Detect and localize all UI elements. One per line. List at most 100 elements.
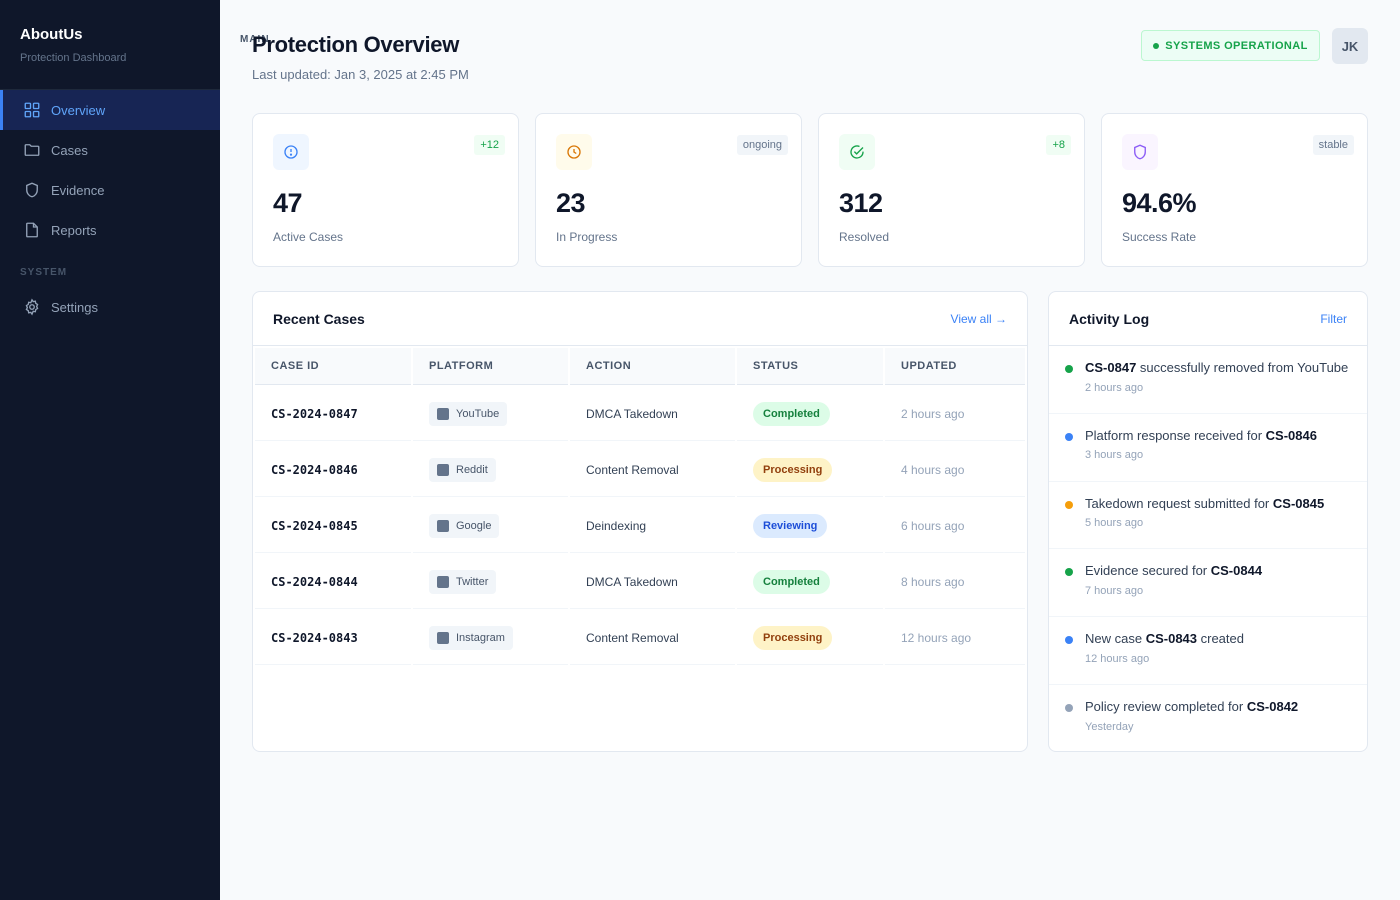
table-row[interactable]: CS-2024-0846 Reddit Content Removal Proc… — [255, 443, 1025, 497]
last-updated: Last updated: Jan 3, 2025 at 2:45 PM — [252, 67, 469, 82]
platform-icon — [437, 519, 449, 532]
avatar[interactable]: JK — [1332, 28, 1368, 64]
sidebar-item-reports[interactable]: Reports — [0, 210, 220, 250]
shield-icon — [23, 181, 41, 199]
status-pill: Processing — [753, 625, 833, 650]
recent-cases-title: Recent Cases — [273, 310, 365, 327]
case-id: CS-2024-0845 — [255, 499, 411, 553]
platform-icon — [437, 407, 449, 420]
table-header-row: CASE ID PLATFORM ACTION STATUS UPDATED — [255, 348, 1025, 385]
activity-item[interactable]: Platform response received for CS-0846 3… — [1049, 414, 1367, 482]
recent-cases-header: Recent Cases View all → — [253, 292, 1027, 346]
activity-dot-icon — [1065, 636, 1073, 645]
main-content: Protection Overview Last updated: Jan 3,… — [220, 0, 1400, 900]
activity-text: CS-0847 successfully removed from YouTub… — [1085, 360, 1349, 375]
brand-name: AboutUs — [20, 26, 83, 43]
activity-log-header: Activity Log Filter — [1049, 292, 1367, 346]
case-updated: 2 hours ago — [885, 387, 1025, 441]
col-action[interactable]: ACTION — [570, 348, 735, 385]
stat-card-active-cases: +12 47 Active Cases — [252, 113, 519, 267]
table-row[interactable]: CS-2024-0845 Google Deindexing Reviewing… — [255, 499, 1025, 553]
stat-label: Resolved — [839, 230, 890, 244]
status-pill: Completed — [753, 569, 830, 594]
platform-icon — [437, 463, 449, 476]
sidebar-item-label: Cases — [51, 142, 88, 158]
activity-text: New case CS-0843 created — [1085, 631, 1244, 647]
activity-dot-icon — [1065, 703, 1073, 712]
activity-item[interactable]: New case CS-0843 created 12 hours ago — [1049, 617, 1367, 685]
alert-circle-icon — [273, 134, 309, 170]
sidebar-item-evidence[interactable]: Evidence — [0, 170, 220, 210]
activity-time: 12 hours ago — [1085, 652, 1150, 665]
stat-value: 23 — [556, 188, 586, 218]
col-status[interactable]: STATUS — [737, 348, 883, 385]
table-row[interactable]: CS-2024-0847 YouTube DMCA Takedown Compl… — [255, 387, 1025, 441]
stat-tag: +12 — [474, 135, 505, 155]
sidebar-item-label: Evidence — [51, 182, 105, 198]
stat-card-resolved: +8 312 Resolved — [818, 113, 1085, 267]
activity-item[interactable]: Evidence secured for CS-0844 7 hours ago — [1049, 549, 1367, 618]
col-case-id[interactable]: CASE ID — [255, 348, 411, 385]
page-title: Protection Overview — [252, 32, 460, 57]
stat-card-success-rate: stable 94.6% Success Rate — [1101, 113, 1368, 267]
filter-link[interactable]: Filter — [1320, 311, 1347, 326]
activity-item[interactable]: Policy review completed for CS-0842 Yest… — [1049, 685, 1367, 751]
gear-icon — [23, 298, 41, 316]
document-icon — [23, 221, 41, 239]
stat-value: 94.6% — [1122, 188, 1197, 218]
check-circle-icon — [839, 134, 875, 170]
activity-time: 7 hours ago — [1085, 584, 1144, 597]
recent-cases-panel: Recent Cases View all → CASE ID PLATFORM… — [252, 291, 1028, 752]
stat-value: 312 — [839, 188, 883, 218]
case-updated: 6 hours ago — [885, 499, 1025, 553]
case-updated: 12 hours ago — [885, 611, 1025, 665]
activity-time: 5 hours ago — [1085, 517, 1144, 530]
platform-name: Reddit — [456, 463, 488, 476]
activity-dot-icon — [1065, 500, 1073, 509]
case-id: CS-2024-0843 — [255, 611, 411, 665]
sidebar-item-overview[interactable]: Overview — [0, 90, 220, 130]
status-dot-icon — [1153, 42, 1160, 49]
sidebar-item-label: Reports — [51, 222, 97, 238]
sidebar-item-settings[interactable]: Settings — [0, 287, 220, 327]
status-badge: SYSTEMS OPERATIONAL — [1141, 30, 1320, 61]
platform-name: Twitter — [456, 575, 489, 588]
stat-label: Success Rate — [1122, 230, 1197, 244]
sidebar-item-cases[interactable]: Cases — [0, 130, 220, 170]
stat-label: In Progress — [556, 230, 618, 244]
case-action: Content Removal — [570, 611, 735, 665]
table-row[interactable]: CS-2024-0843 Instagram Content Removal P… — [255, 611, 1025, 665]
nav-section-system: SYSTEM — [20, 267, 68, 278]
activity-log-panel: Activity Log Filter CS-0847 successfully… — [1048, 291, 1368, 752]
case-updated: 8 hours ago — [885, 555, 1025, 609]
status-text: SYSTEMS OPERATIONAL — [1165, 39, 1308, 52]
platform-chip: Twitter — [429, 569, 497, 594]
sidebar-item-label: Settings — [51, 299, 98, 315]
platform-chip: Reddit — [429, 457, 496, 482]
table-row[interactable]: CS-2024-0844 Twitter DMCA Takedown Compl… — [255, 555, 1025, 609]
activity-list: CS-0847 successfully removed from YouTub… — [1049, 346, 1367, 751]
platform-chip: Instagram — [429, 625, 513, 650]
clock-icon — [556, 134, 592, 170]
folder-icon — [23, 141, 41, 159]
view-all-link[interactable]: View all → — [950, 311, 1007, 326]
col-updated[interactable]: UPDATED — [885, 348, 1025, 385]
status-pill: Completed — [753, 401, 830, 426]
activity-time: 3 hours ago — [1085, 449, 1144, 462]
nav-section-main: MAIN — [240, 34, 270, 45]
platform-name: Google — [456, 519, 492, 532]
activity-item[interactable]: Takedown request submitted for CS-0845 5… — [1049, 482, 1367, 550]
activity-log-title: Activity Log — [1069, 310, 1150, 327]
col-platform[interactable]: PLATFORM — [413, 348, 568, 385]
activity-item[interactable]: CS-0847 successfully removed from YouTub… — [1049, 346, 1367, 414]
platform-chip: Google — [429, 513, 500, 538]
cases-table: CASE ID PLATFORM ACTION STATUS UPDATED C… — [253, 346, 1027, 667]
stat-tag: ongoing — [736, 135, 788, 155]
platform-name: YouTube — [456, 407, 500, 420]
shield-icon — [1122, 134, 1158, 170]
case-action: Deindexing — [570, 499, 735, 553]
activity-time: 2 hours ago — [1085, 381, 1144, 394]
case-id: CS-2024-0846 — [255, 443, 411, 497]
activity-text: Takedown request submitted for CS-0845 — [1085, 495, 1325, 511]
activity-dot-icon — [1065, 432, 1073, 441]
